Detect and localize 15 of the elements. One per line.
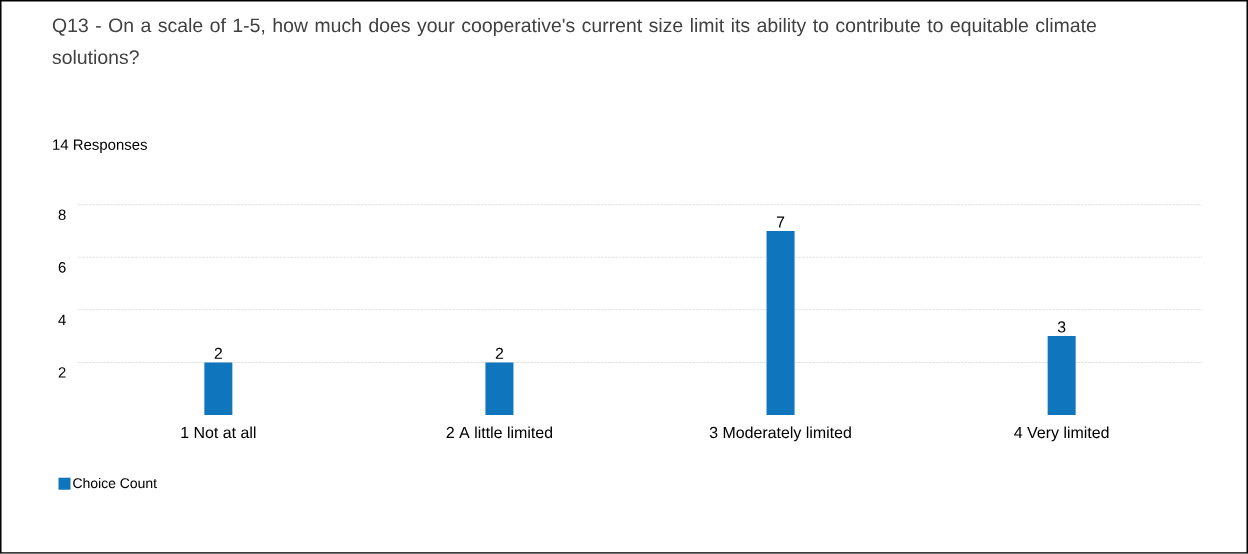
y-tick-label: 2 xyxy=(58,367,66,378)
legend-label: Choice Count xyxy=(73,478,157,489)
y-tick-label: 4 xyxy=(58,314,66,326)
data-label: 2 xyxy=(495,347,504,359)
data-label: 3 xyxy=(1057,321,1066,333)
y-tick-label: 6 xyxy=(58,262,66,273)
x-tick-label: 2 A little limited xyxy=(446,426,553,439)
x-tick-label: 3 Moderately limited xyxy=(709,426,851,442)
chart-title: Q13 - On a scale of 1-5, how much does your cooperative's current size limit its ability to contribute to equitable climate solutions? xyxy=(52,18,1096,65)
y-tick-label: 8 xyxy=(58,209,66,221)
data-label: 7 xyxy=(776,216,785,228)
data-label: 2 xyxy=(214,347,222,359)
x-tick-label: 1 Not at all xyxy=(181,426,256,439)
chart-subtitle: 14 Responses xyxy=(53,139,147,154)
x-tick-label: 4 Very limited xyxy=(1014,426,1109,442)
